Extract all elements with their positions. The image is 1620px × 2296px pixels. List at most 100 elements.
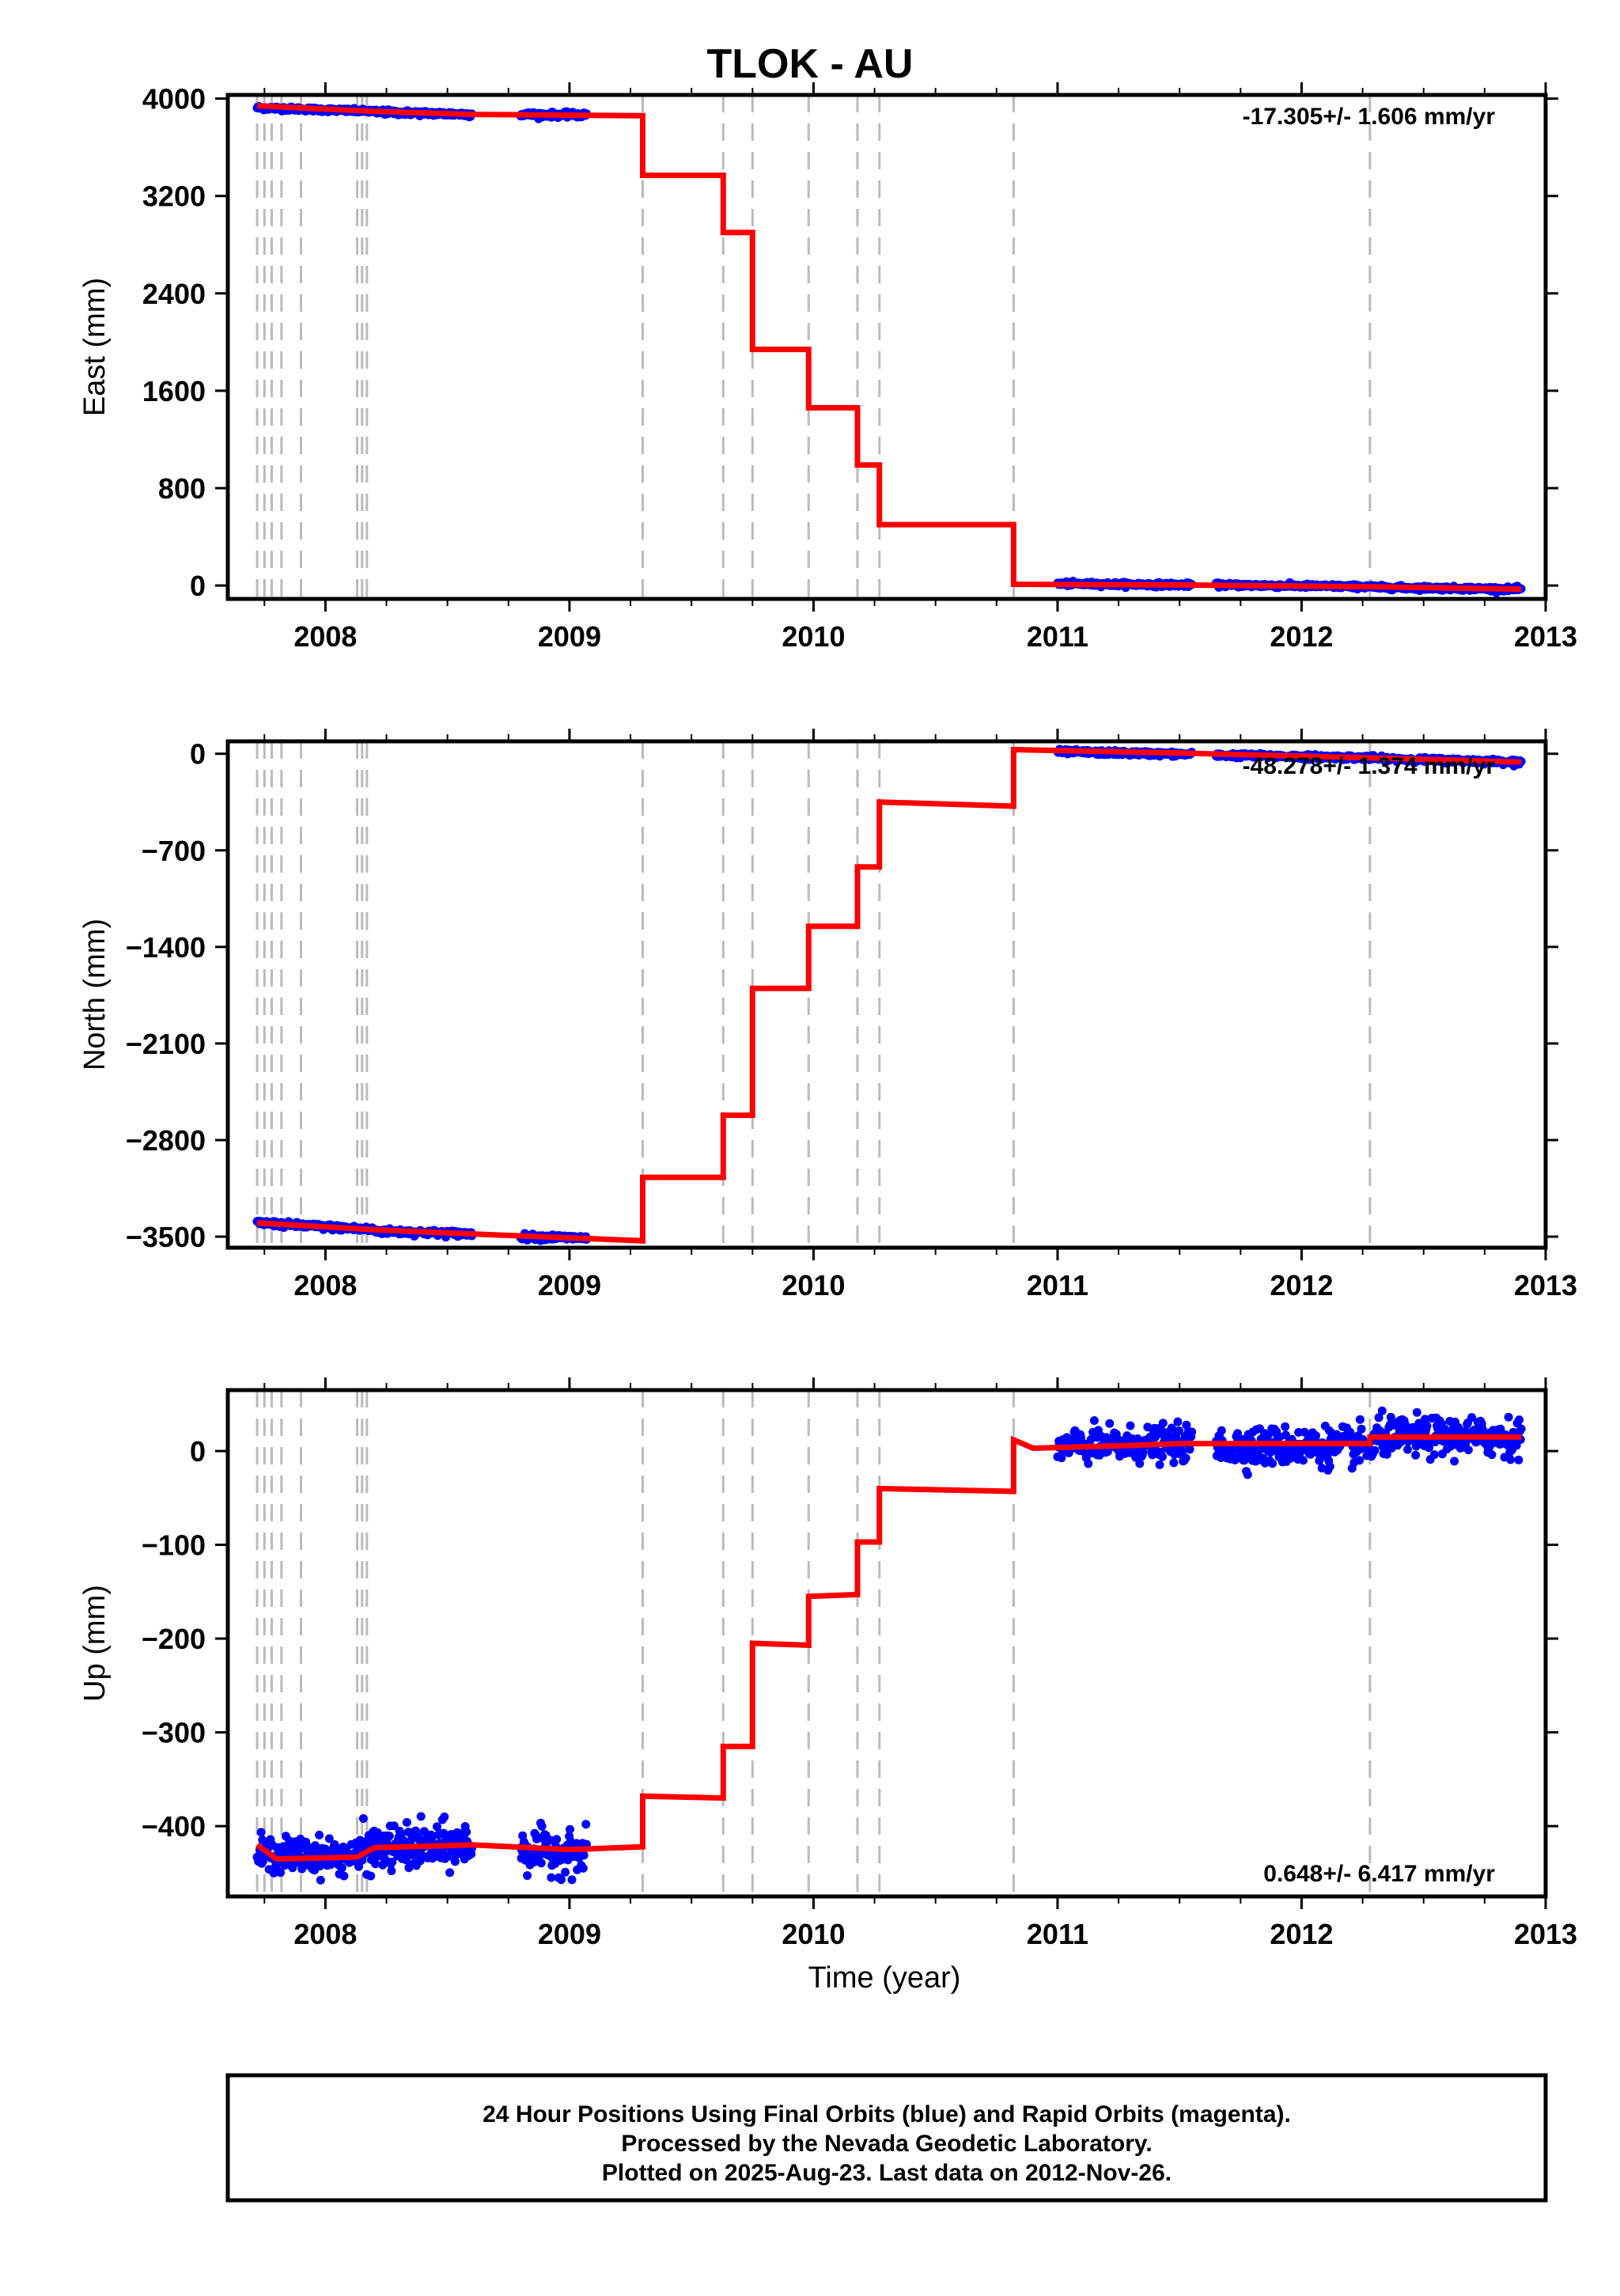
up-data-point [337,1863,346,1873]
up-y-tick-label: −400 [142,1810,206,1843]
east-x-tick-label: 2013 [1514,620,1577,653]
up-data-point [1355,1456,1365,1465]
up-y-tick-label: −100 [142,1529,206,1562]
up-data-point [1173,1417,1183,1426]
up-data-point [384,1832,394,1841]
up-data-point [316,1875,325,1885]
up-data-point [1086,1434,1096,1444]
up-data-point [1181,1453,1190,1463]
up-data-point [1103,1447,1112,1457]
up-data-point [1515,1415,1524,1424]
up-data-point [1370,1445,1380,1455]
up-data-point [387,1866,396,1876]
east-x-tick-label: 2012 [1270,620,1333,653]
up-data-point [358,1814,368,1823]
up-data-point [1386,1412,1395,1422]
east-plot-frame [225,93,1548,601]
up-data-point [440,1812,449,1821]
up-data-point [1514,1455,1523,1464]
up-data-point [256,1828,266,1837]
footer-box: 24 Hour Positions Using Final Orbits (bl… [225,2073,1548,2203]
up-plot-frame [225,1388,1548,1899]
up-data-point [1516,1424,1526,1434]
east-x-tick-label: 2008 [293,620,357,653]
up-data-point [536,1858,546,1868]
up-data-point [1243,1470,1252,1480]
up-x-tick-label: 2008 [293,1918,357,1950]
up-data-point [339,1871,349,1881]
up-data-point [1089,1416,1099,1425]
up-data-point [388,1857,397,1866]
north-y-tick-label: −1400 [126,931,206,964]
east-x-tick-label: 2010 [782,620,845,653]
footer-line-1: 24 Hour Positions Using Final Orbits (bl… [483,2101,1291,2127]
north-y-axis-title: North (mm) [78,919,112,1070]
up-data-point [371,1859,380,1869]
up-data-point [1382,1449,1391,1459]
up-data-point [547,1873,556,1882]
up-data-point [324,1834,334,1843]
up-data-point [581,1820,591,1829]
north-y-tick-label: −700 [142,835,206,867]
east-y-tick-label: 0 [190,570,206,602]
north-y-tick-label: −3500 [126,1221,206,1253]
up-data-point [1496,1424,1505,1434]
north-x-tick-label: 2012 [1270,1269,1333,1301]
up-y-tick-label: −200 [142,1623,206,1655]
north-y-tick-label: 0 [190,738,206,771]
up-data-point [1135,1459,1145,1468]
up-data-point [1325,1462,1334,1471]
up-data-point [462,1828,471,1836]
north-plot-frame [225,739,1548,1250]
up-x-tick-label: 2010 [782,1918,845,1950]
up-data-point [315,1830,324,1839]
up-data-point [579,1851,589,1860]
up-data-point [1357,1424,1366,1434]
up-data-point [1217,1426,1226,1435]
up-data-point [561,1867,570,1877]
up-data-point [416,1812,426,1821]
up-data-point [1084,1459,1093,1468]
up-data-point [1422,1421,1432,1430]
up-data-point [1263,1431,1273,1441]
east-y-tick-label: 3200 [142,180,206,213]
up-panel: 2008 2009 2010 2011 2012 2013 0 −100 −200 −300 −40… [78,1377,1577,1950]
east-velocity-label: -17.305+/- 1.606 mm/yr [1243,104,1496,130]
up-data-point [1450,1457,1459,1466]
up-data-point [1167,1423,1176,1433]
up-data-point [578,1863,588,1873]
north-x-tick-label: 2008 [293,1269,357,1301]
up-data-point [1175,1426,1184,1435]
up-data-point [566,1824,574,1834]
up-data-point [1169,1458,1179,1468]
north-x-tick-label: 2010 [782,1269,845,1301]
north-data-points [252,744,1526,1245]
up-data-point [537,1821,547,1831]
up-data-point [1377,1406,1387,1415]
up-data-point [1467,1413,1477,1422]
up-data-point [311,1841,320,1851]
up-data-point [301,1837,311,1847]
up-x-tick-label: 2012 [1270,1918,1333,1950]
up-data-point [557,1875,566,1885]
up-data-point [1143,1423,1153,1432]
up-data-points [252,1406,1526,1885]
up-data-point [552,1835,562,1844]
east-y-tick-label: 4000 [142,83,206,116]
north-x-tick-label: 2013 [1514,1269,1577,1301]
east-x-tick-label: 2011 [1027,620,1088,653]
footer-line-3: Plotted on 2025-Aug-23. Last data on 201… [602,2160,1171,2186]
east-y-tick-label: 800 [158,472,206,505]
up-data-point [1178,1447,1187,1456]
up-data-point [1187,1427,1197,1437]
north-y-tick-label: −2800 [126,1124,206,1157]
chart-title: TLOK - AU [707,41,914,87]
up-data-point [278,1842,288,1851]
up-velocity-label: 0.648+/- 6.417 mm/yr [1263,1861,1495,1887]
up-data-point [1504,1412,1513,1422]
up-data-point [1312,1431,1321,1441]
up-data-point [1487,1450,1497,1460]
up-data-point [1355,1415,1365,1424]
up-data-point [567,1875,577,1885]
